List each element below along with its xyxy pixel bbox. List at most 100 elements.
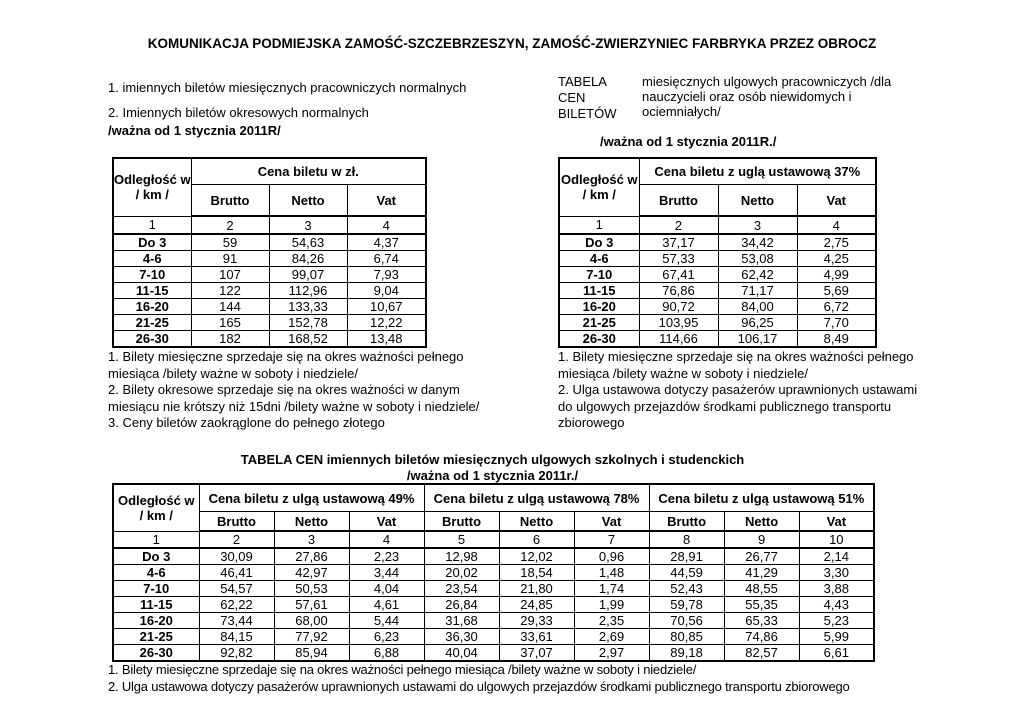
value-cell: 2,14 bbox=[798, 547, 875, 565]
header-cell: 1 bbox=[112, 530, 200, 549]
right-label-line1: TABELA bbox=[558, 74, 607, 89]
distance-cell: 7-10 bbox=[112, 266, 192, 283]
distance-header: Odległość w / km / bbox=[112, 483, 200, 532]
value-cell: 18,54 bbox=[498, 564, 575, 581]
header-cell: Brutto bbox=[190, 184, 270, 217]
header-cell: Vat bbox=[798, 511, 875, 532]
value-cell: 2,69 bbox=[573, 628, 650, 645]
header-cell: 4 bbox=[348, 530, 425, 549]
header-cell: Brutto bbox=[648, 511, 725, 532]
bottom-valid-from: /ważna od 1 stycznia 2011r./ bbox=[406, 467, 579, 483]
table-row: Do 3 59 54,63 4,37 bbox=[112, 233, 427, 251]
value-cell: 68,00 bbox=[273, 612, 350, 629]
right-label-line3: BILETÓW bbox=[558, 106, 617, 121]
value-cell: 40,04 bbox=[423, 644, 500, 662]
price-group-header-51: Cena biletu z ulgą ustawową 51% bbox=[648, 483, 875, 512]
value-cell: 122 bbox=[190, 282, 270, 299]
distance-cell: 16-20 bbox=[558, 298, 640, 315]
header-cell: Vat bbox=[346, 184, 427, 217]
value-cell: 12,02 bbox=[498, 547, 575, 565]
value-cell: 46,41 bbox=[198, 564, 275, 581]
distance-cell: 4-6 bbox=[558, 250, 640, 267]
bottom-table-title: TABELA CEN imiennych biletów miesięcznyc… bbox=[112, 452, 873, 483]
left-fare-table: Odległość w / km / Cena biletu w zł. Bru… bbox=[112, 157, 428, 348]
column-number-row: 1 2 3 4 5 6 7 8 9 10 bbox=[112, 530, 875, 549]
table-row: 11-15 62,22 57,61 4,61 26,84 24,85 1,99 59,78 55… bbox=[112, 596, 875, 613]
distance-cell: Do 3 bbox=[112, 233, 192, 251]
note: 3. Ceny biletów zaokrąglone do pełnego z… bbox=[108, 415, 385, 430]
value-cell: 29,33 bbox=[498, 612, 575, 629]
table-subheader-row: Brutto Netto Vat bbox=[113, 184, 427, 217]
value-cell: 96,25 bbox=[717, 314, 798, 331]
header-cell: 2 bbox=[638, 215, 719, 235]
value-cell: 57,33 bbox=[638, 250, 719, 267]
value-cell: 80,85 bbox=[648, 628, 725, 645]
value-cell: 90,72 bbox=[638, 298, 719, 315]
bottom-title-line1: TABELA CEN imiennych biletów miesięcznyc… bbox=[240, 452, 745, 467]
value-cell: 1,99 bbox=[573, 596, 650, 613]
value-cell: 6,61 bbox=[798, 644, 875, 662]
distance-header-line1: Odległość w bbox=[114, 172, 191, 188]
table-row: 4-6 46,41 42,97 3,44 20,02 18,54 1,48 44,59 41,2… bbox=[112, 564, 875, 581]
table-row: 26-30 92,82 85,94 6,88 40,04 37,07 2,97 89,18 82… bbox=[112, 644, 875, 662]
distance-cell: 21-25 bbox=[558, 314, 640, 331]
table-row: 16-20 144 133,33 10,67 bbox=[112, 298, 427, 315]
header-cell: Brutto bbox=[638, 184, 719, 217]
value-cell: 31,68 bbox=[423, 612, 500, 629]
value-cell: 24,85 bbox=[498, 596, 575, 613]
value-cell: 33,61 bbox=[498, 628, 575, 645]
value-cell: 5,23 bbox=[798, 612, 875, 629]
header-cell: 5 bbox=[423, 530, 500, 549]
distance-cell: Do 3 bbox=[558, 233, 640, 251]
table-row: 21-25 84,15 77,92 6,23 36,30 33,61 2,69 80,85 74… bbox=[112, 628, 875, 645]
value-cell: 13,48 bbox=[346, 330, 427, 348]
value-cell: 4,43 bbox=[798, 596, 875, 613]
value-cell: 5,44 bbox=[348, 612, 425, 629]
distance-cell: 7-10 bbox=[558, 266, 640, 283]
distance-cell: 16-20 bbox=[112, 612, 200, 629]
value-cell: 6,74 bbox=[346, 250, 427, 267]
table-row: 7-10 54,57 50,53 4,04 23,54 21,80 1,74 52,43 48,… bbox=[112, 580, 875, 597]
table-row: 4-6 57,33 53,08 4,25 bbox=[558, 250, 877, 267]
distance-cell: 21-25 bbox=[112, 628, 200, 645]
header-cell: 3 bbox=[268, 215, 348, 235]
value-cell: 4,25 bbox=[796, 250, 877, 267]
value-cell: 20,02 bbox=[423, 564, 500, 581]
value-cell: 2,35 bbox=[573, 612, 650, 629]
value-cell: 12,98 bbox=[423, 547, 500, 565]
bottom-fare-table: Odległość w / km / Cena biletu z ulgą us… bbox=[112, 483, 876, 662]
header-cell: Netto bbox=[723, 511, 800, 532]
value-cell: 9,04 bbox=[346, 282, 427, 299]
value-cell: 6,23 bbox=[348, 628, 425, 645]
distance-cell: 11-15 bbox=[558, 282, 640, 299]
left-intro-block: 1. imiennych biletów miesięcznych pracow… bbox=[108, 80, 500, 148]
value-cell: 168,52 bbox=[268, 330, 348, 348]
table-row: 7-10 67,41 62,42 4,99 bbox=[558, 266, 877, 283]
header-cell: 9 bbox=[723, 530, 800, 549]
value-cell: 7,93 bbox=[346, 266, 427, 283]
value-cell: 182 bbox=[190, 330, 270, 348]
distance-cell: 16-20 bbox=[112, 298, 192, 315]
header-cell: 7 bbox=[573, 530, 650, 549]
table-row: 7-10 107 99,07 7,93 bbox=[112, 266, 427, 283]
value-cell: 52,43 bbox=[648, 580, 725, 597]
header-cell: 10 bbox=[798, 530, 875, 549]
price-group-header-49: Cena biletu z ulgą ustawową 49% bbox=[198, 483, 425, 512]
value-cell: 82,57 bbox=[723, 644, 800, 662]
distance-header-line1: Odległość w bbox=[117, 492, 195, 508]
header-cell: Netto bbox=[273, 511, 350, 532]
value-cell: 3,44 bbox=[348, 564, 425, 581]
value-cell: 5,99 bbox=[798, 628, 875, 645]
header-cell: 1 bbox=[558, 215, 640, 235]
right-fare-table: Odległość w / km / Cena biletu z uglą us… bbox=[558, 157, 878, 348]
note: 1. Bilety miesięczne sprzedaje się na ok… bbox=[108, 662, 697, 677]
value-cell: 1,74 bbox=[573, 580, 650, 597]
value-cell: 4,04 bbox=[348, 580, 425, 597]
value-cell: 37,17 bbox=[638, 233, 719, 251]
table-subheader-row: Brutto Netto Vat Brutto Netto Vat Brutto Netto V… bbox=[113, 511, 875, 532]
note: 2. Bilety okresowe sprzedaje się na okre… bbox=[108, 382, 480, 414]
value-cell: 133,33 bbox=[268, 298, 348, 315]
